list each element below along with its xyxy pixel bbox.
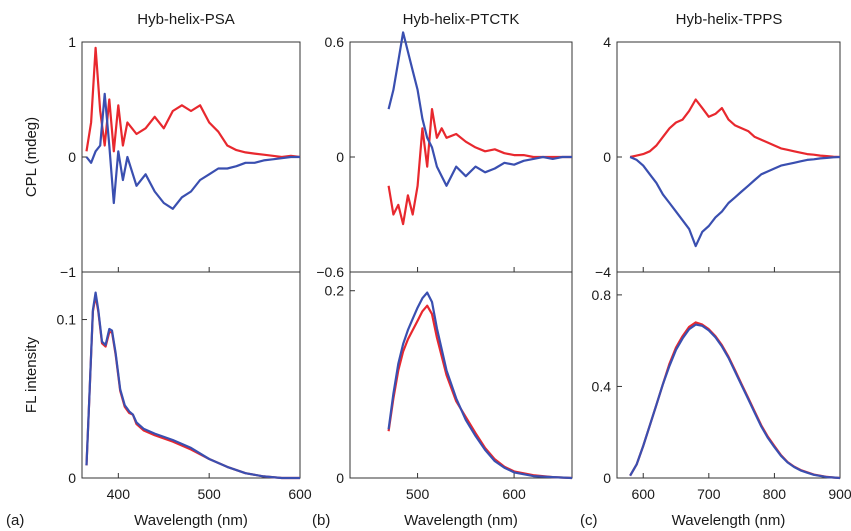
x-tick-label: 500: [406, 486, 430, 502]
x-axis-label: Wavelength (nm): [134, 512, 248, 529]
y-tick-label: 0.8: [592, 287, 612, 303]
x-tick-label: 600: [502, 486, 526, 502]
series-line-red: [85, 46, 301, 159]
subplot-bottom: 0.1 0 FL intensity: [23, 271, 301, 486]
y-tick-label: −4: [595, 264, 611, 280]
x-tick-label: 600: [288, 486, 312, 502]
subplot-bottom: 0.20: [325, 271, 573, 486]
plot-frame: [81, 271, 301, 479]
panel-title: Hyb-helix-PSA: [137, 11, 235, 28]
subplot-bottom: 0.8 0.4 0: [592, 271, 841, 486]
series-line-red: [85, 294, 300, 480]
subplot-top: 0.6 0 −0.6: [316, 31, 573, 280]
panel-label: (a): [6, 512, 24, 529]
x-tick-label: 600: [632, 486, 656, 502]
y-tick-label: 0: [603, 149, 611, 165]
x-tick-label: 900: [828, 486, 851, 502]
x-tick-label: 400: [107, 486, 131, 502]
y-tick-label: 0: [336, 149, 344, 165]
y-tick-label: 0.1: [57, 312, 77, 328]
plot-frame: [616, 271, 841, 479]
x-tick-label: 500: [197, 486, 221, 502]
panel-a: Hyb-helix-PSA 1 0 −1 CPL (mdeg) 0.1 0 FL intens…: [6, 11, 312, 529]
series-line-red: [629, 98, 841, 159]
y-tick-label: 1: [68, 34, 76, 50]
plot-frame: [81, 41, 301, 273]
series-line-red: [387, 304, 573, 480]
y-tick-label: 0: [68, 470, 76, 486]
series-line-blue: [629, 323, 841, 480]
panel-label: (b): [312, 512, 330, 529]
y-tick-label: 0: [336, 470, 344, 486]
series-line-blue: [387, 31, 572, 187]
subplot-top: 4 0 −4: [595, 34, 841, 280]
y-tick-label: 0: [603, 470, 611, 486]
series-line-blue: [85, 291, 300, 480]
y-tick-label: 4: [603, 34, 611, 50]
series-line-red: [629, 321, 841, 480]
panel-label: (c): [580, 512, 598, 529]
y-tick-label: 0.2: [325, 283, 345, 299]
series-line-red: [387, 107, 572, 226]
y-tick-label: −1: [60, 264, 76, 280]
series-line-blue: [85, 92, 300, 210]
series-line-blue: [387, 291, 573, 480]
panel-title: Hyb-helix-TPPS: [676, 11, 783, 28]
subplot-top: 1 0 −1 CPL (mdeg): [23, 34, 301, 280]
panel-c: Hyb-helix-TPPS 4 0 −4 0.8 0.4 0 600 700 800 900 Wav…: [580, 11, 851, 529]
x-tick-label: 700: [697, 486, 721, 502]
y-axis-label: CPL (mdeg): [23, 117, 40, 197]
y-tick-label: 0.4: [592, 378, 612, 394]
panel-title: Hyb-helix-PTCTK: [403, 11, 520, 28]
y-tick-label: −0.6: [316, 264, 344, 280]
plot-frame: [616, 41, 841, 273]
x-tick-label: 800: [763, 486, 787, 502]
y-tick-label: 0: [68, 149, 76, 165]
x-axis-label: Wavelength (nm): [672, 512, 786, 529]
y-tick-label: 0.6: [325, 34, 345, 50]
plot-frame: [349, 271, 573, 479]
x-axis-label: Wavelength (nm): [404, 512, 518, 529]
y-axis-label: FL intensity: [23, 336, 40, 413]
series-line-blue: [629, 155, 841, 248]
